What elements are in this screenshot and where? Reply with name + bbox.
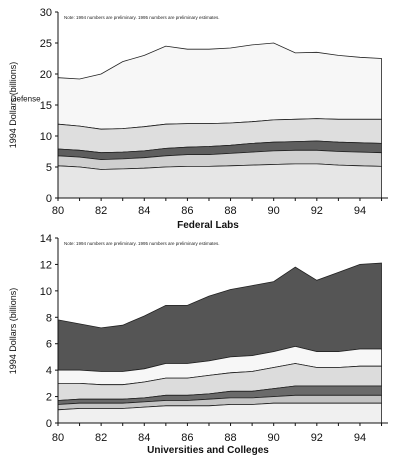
series-label: Defense — [11, 95, 41, 104]
y-axis-label: 1994 Dollars (billions) — [8, 62, 18, 149]
x-tick-label: 92 — [311, 205, 323, 217]
y-axis-label: 1994 Dollars (billions) — [8, 288, 18, 375]
x-tick-label: 80 — [52, 205, 64, 217]
x-tick-label: 88 — [224, 432, 236, 444]
x-tick-label: 80 — [52, 432, 64, 444]
area-energy — [57, 163, 382, 199]
x-tick-label: 88 — [224, 205, 236, 217]
y-tick-label: 14 — [40, 233, 52, 245]
y-tick-label: 10 — [40, 131, 52, 143]
y-tick-label: 6 — [46, 339, 52, 351]
chart-title: Universities and Colleges — [147, 445, 269, 456]
chart-note: Note: 1994 numbers are preliminary. 1995… — [64, 15, 220, 20]
x-tick-label: 84 — [138, 205, 150, 217]
federal-labs-chart: Note: 1994 numbers are preliminary. 1995… — [8, 7, 388, 231]
y-tick-label: 0 — [46, 418, 52, 430]
x-tick-label: 82 — [95, 205, 107, 217]
y-tick-label: 20 — [40, 69, 52, 81]
x-tick-label: 86 — [181, 432, 193, 444]
y-tick-label: 2 — [46, 392, 52, 404]
chart-note: Note: 1994 numbers are preliminary. 1995… — [64, 241, 220, 246]
x-tick-label: 82 — [95, 432, 107, 444]
y-tick-label: 25 — [40, 38, 52, 50]
y-tick-label: 8 — [46, 312, 52, 324]
x-tick-label: 94 — [354, 205, 366, 217]
x-tick-label: 84 — [138, 432, 150, 444]
x-tick-label: 90 — [268, 432, 280, 444]
y-tick-label: 30 — [40, 7, 52, 19]
x-tick-label: 90 — [268, 205, 280, 217]
chart-title: Federal Labs — [177, 220, 239, 231]
y-tick-label: 12 — [40, 259, 52, 271]
area-defense — [57, 42, 382, 130]
universities-chart: Note: 1994 numbers are preliminary. 1995… — [8, 233, 388, 456]
x-tick-label: 86 — [181, 205, 193, 217]
x-tick-label: 92 — [311, 432, 323, 444]
y-tick-label: 4 — [46, 365, 52, 377]
x-tick-label: 94 — [354, 432, 366, 444]
y-tick-label: 0 — [46, 193, 52, 205]
y-tick-label: 15 — [40, 100, 52, 112]
y-tick-label: 5 — [46, 162, 52, 174]
y-tick-label: 10 — [40, 286, 52, 298]
